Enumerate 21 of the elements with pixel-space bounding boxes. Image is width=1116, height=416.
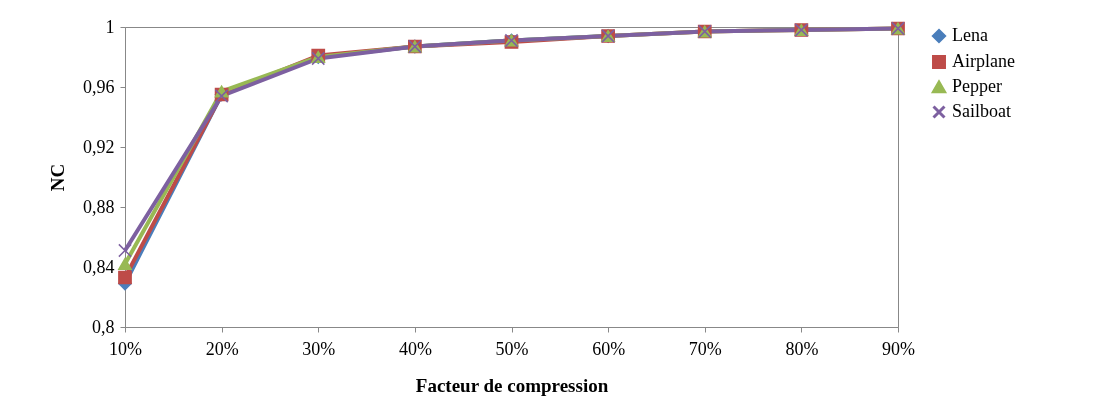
x-tick-label: 10%: [109, 338, 142, 359]
x-tick-label: 40%: [398, 338, 432, 359]
x-tick-label: 80%: [785, 338, 819, 359]
x-tick-label: 90%: [882, 338, 915, 359]
y-tick-label: 0,92: [83, 136, 115, 157]
y-tick-label: 0,88: [83, 196, 115, 217]
y-tick-label: 0,8: [92, 316, 115, 337]
y-tick-label: 0,96: [83, 76, 115, 97]
x-tick-label: 30%: [302, 338, 336, 359]
x-tick-label: 50%: [495, 338, 529, 359]
legend-label: Sailboat: [952, 101, 1011, 121]
x-tick-label: 60%: [592, 338, 626, 359]
legend-label: Lena: [952, 25, 988, 45]
x-axis-title: Facteur de compression: [415, 374, 609, 396]
x-tick-label: 70%: [688, 338, 722, 359]
legend-label: Pepper: [952, 76, 1002, 96]
y-tick-label: 0,84: [83, 256, 115, 277]
y-tick-label: 1: [105, 16, 115, 37]
legend-label: Airplane: [952, 51, 1015, 71]
y-axis-title: NC: [47, 163, 68, 192]
x-tick-label: 20%: [205, 338, 239, 359]
